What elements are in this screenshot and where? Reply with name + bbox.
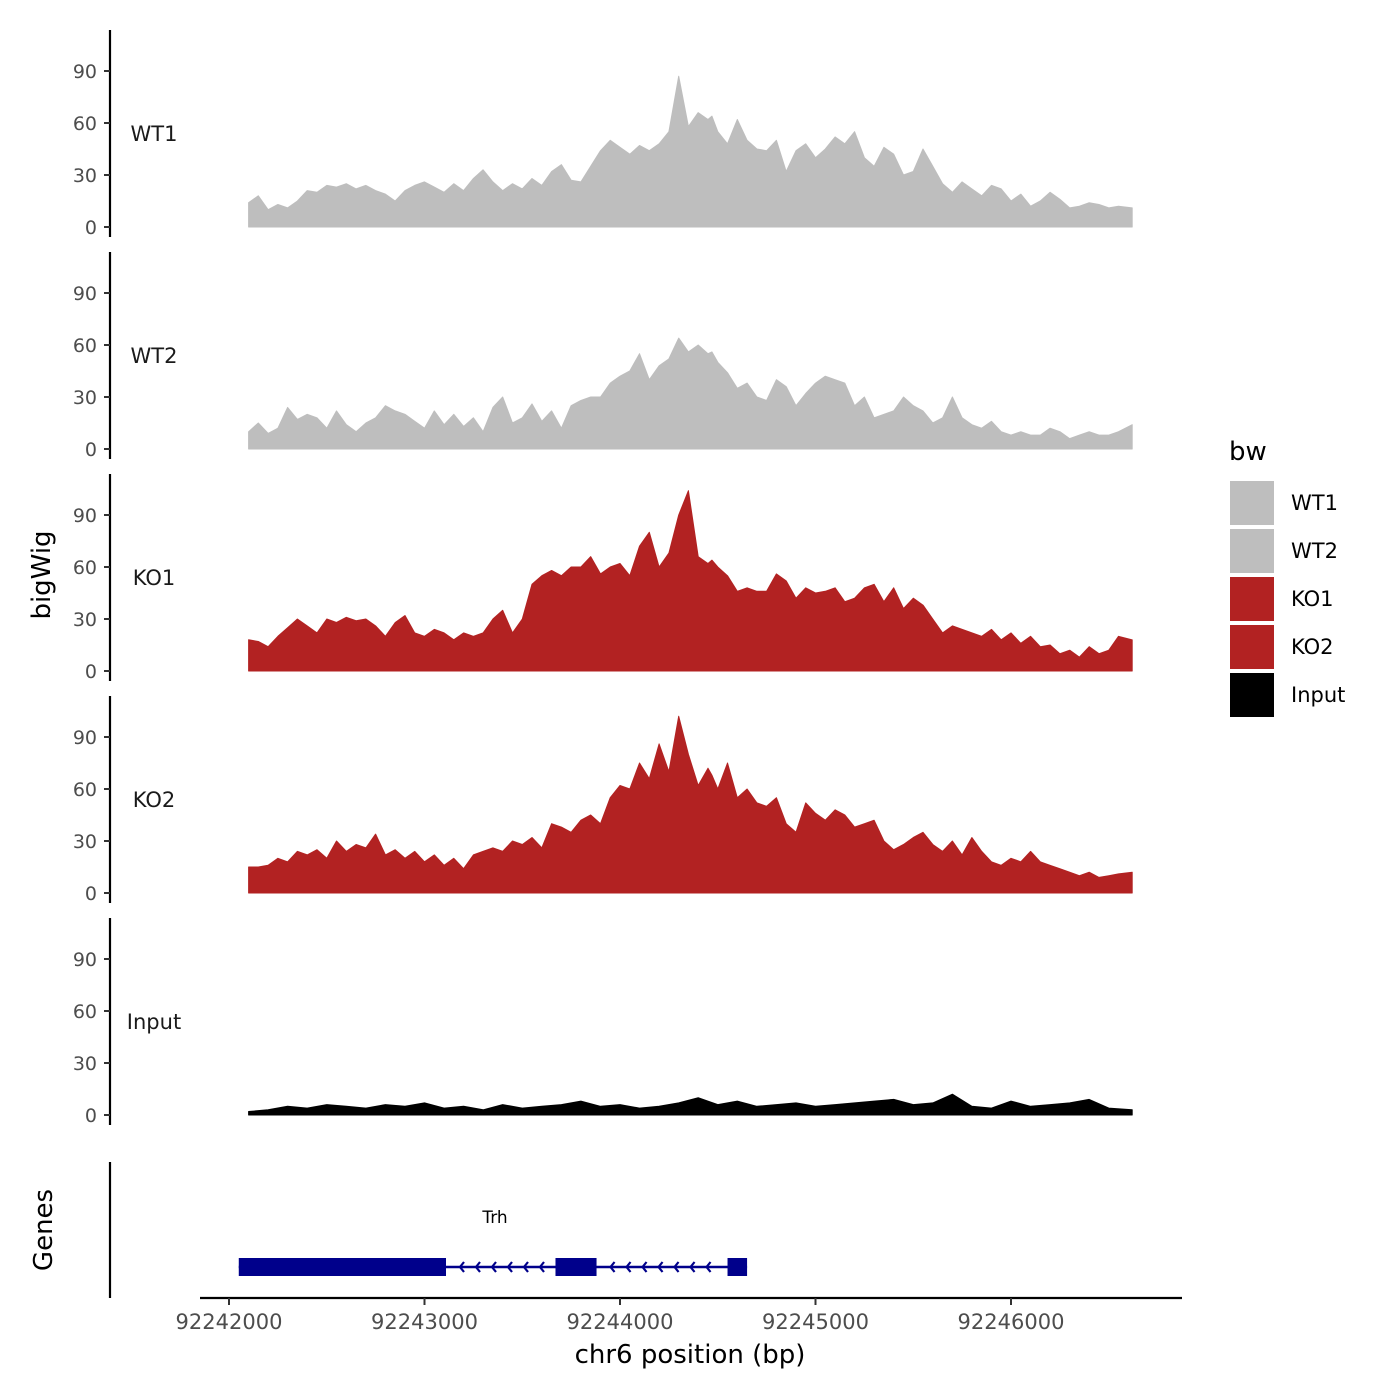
track-panel-wt1: 0 30 60 90 WT1 — [73, 30, 1133, 239]
track-panels: 0 30 60 90 WT1 0 30 60 90 WT2 0 30 60 90 KO1 0 30 60 90 KO2… — [73, 30, 1133, 1127]
y-tick-label: 30 — [73, 831, 97, 853]
gene-models: Trh — [238, 1208, 748, 1276]
track-label: KO1 — [133, 566, 176, 590]
legend-entry-ko1: KO1 — [1228, 575, 1334, 623]
legend-label: Input — [1291, 683, 1345, 707]
legend-label: KO2 — [1291, 635, 1334, 659]
coverage-area-ko2 — [248, 715, 1133, 894]
genes-panel: Genes Trh — [29, 1162, 748, 1298]
y-tick-label: 30 — [73, 1053, 97, 1075]
genes-panel-label: Genes — [29, 1189, 59, 1271]
track-panel-input: 0 30 60 90 Input — [73, 918, 1133, 1127]
gene-exon — [727, 1258, 748, 1276]
track-label: Input — [127, 1010, 181, 1034]
coverage-area-input — [248, 1093, 1133, 1116]
legend-key — [1228, 527, 1276, 575]
track-panel-ko2: 0 30 60 90 KO2 — [73, 696, 1133, 905]
x-axis: 92242000 92243000 92244000 92245000 92246000… — [176, 1296, 1182, 1370]
strand-arrow — [474, 1261, 481, 1273]
strand-arrow — [538, 1261, 545, 1273]
y-tick-label: 0 — [85, 1105, 97, 1127]
y-tick-label: 90 — [73, 61, 97, 83]
legend-key — [1228, 671, 1276, 719]
strand-arrow — [522, 1261, 529, 1273]
y-tick-label: 90 — [73, 505, 97, 527]
legend-key — [1228, 479, 1276, 527]
strand-arrow — [673, 1261, 680, 1273]
y-tick-label: 60 — [73, 779, 97, 801]
strand-arrow — [689, 1261, 696, 1273]
legend-entry-input: Input — [1228, 671, 1345, 719]
y-tick-label: 30 — [73, 165, 97, 187]
y-tick-label: 30 — [73, 387, 97, 409]
y-tick-label: 0 — [85, 883, 97, 905]
gene-label: Trh — [481, 1208, 507, 1228]
legend-title: bw — [1229, 437, 1267, 467]
strand-arrow — [609, 1261, 616, 1273]
track-label: KO2 — [133, 788, 176, 812]
strand-arrow — [625, 1261, 632, 1273]
x-tick-label: 92242000 — [176, 1310, 283, 1334]
strand-arrow — [705, 1261, 712, 1273]
gene-trh: Trh — [238, 1208, 748, 1276]
legend-key — [1228, 623, 1276, 671]
legend-label: WT2 — [1291, 539, 1338, 563]
gene-exon — [555, 1258, 597, 1276]
y-tick-label: 0 — [85, 439, 97, 461]
y-tick-label: 0 — [85, 217, 97, 239]
x-ticks: 92242000 92243000 92244000 92245000 92246000 — [176, 1298, 1065, 1334]
strand-arrow — [657, 1261, 664, 1273]
y-tick-label: 60 — [73, 557, 97, 579]
x-tick-label: 92244000 — [567, 1310, 674, 1334]
y-tick-label: 90 — [73, 283, 97, 305]
gene-exon — [238, 1258, 447, 1276]
strand-arrow — [641, 1261, 648, 1273]
coverage-area-ko1 — [248, 490, 1133, 672]
y-axis-title: bigWig — [27, 530, 57, 619]
y-tick-label: 30 — [73, 609, 97, 631]
coverage-area-wt2 — [248, 337, 1133, 450]
y-tick-label: 60 — [73, 113, 97, 135]
track-label: WT1 — [131, 122, 178, 146]
x-tick-label: 92245000 — [762, 1310, 869, 1334]
legend-entry-wt1: WT1 — [1228, 479, 1338, 527]
y-tick-label: 0 — [85, 661, 97, 683]
legend-label: WT1 — [1291, 491, 1338, 515]
x-tick-label: 92243000 — [371, 1310, 478, 1334]
strand-arrow — [490, 1261, 497, 1273]
y-tick-label: 60 — [73, 335, 97, 357]
legend-entry-wt2: WT2 — [1228, 527, 1338, 575]
strand-arrow — [506, 1261, 513, 1273]
x-tick-label: 92246000 — [958, 1310, 1065, 1334]
y-tick-label: 90 — [73, 727, 97, 749]
legend-entries: WT1 WT2 KO1 KO2 Input — [1228, 479, 1345, 719]
y-tick-label: 60 — [73, 1001, 97, 1023]
coverage-area-wt1 — [248, 75, 1133, 228]
legend-key — [1228, 575, 1276, 623]
y-tick-label: 90 — [73, 949, 97, 971]
track-panel-ko1: 0 30 60 90 KO1 — [73, 474, 1133, 683]
strand-arrow — [458, 1261, 465, 1273]
legend: bw WT1 WT2 KO1 KO2 Input — [1228, 437, 1345, 719]
legend-entry-ko2: KO2 — [1228, 623, 1334, 671]
x-axis-title: chr6 position (bp) — [575, 1340, 806, 1370]
legend-label: KO1 — [1291, 587, 1334, 611]
track-panel-wt2: 0 30 60 90 WT2 — [73, 252, 1133, 461]
track-label: WT2 — [131, 344, 178, 368]
